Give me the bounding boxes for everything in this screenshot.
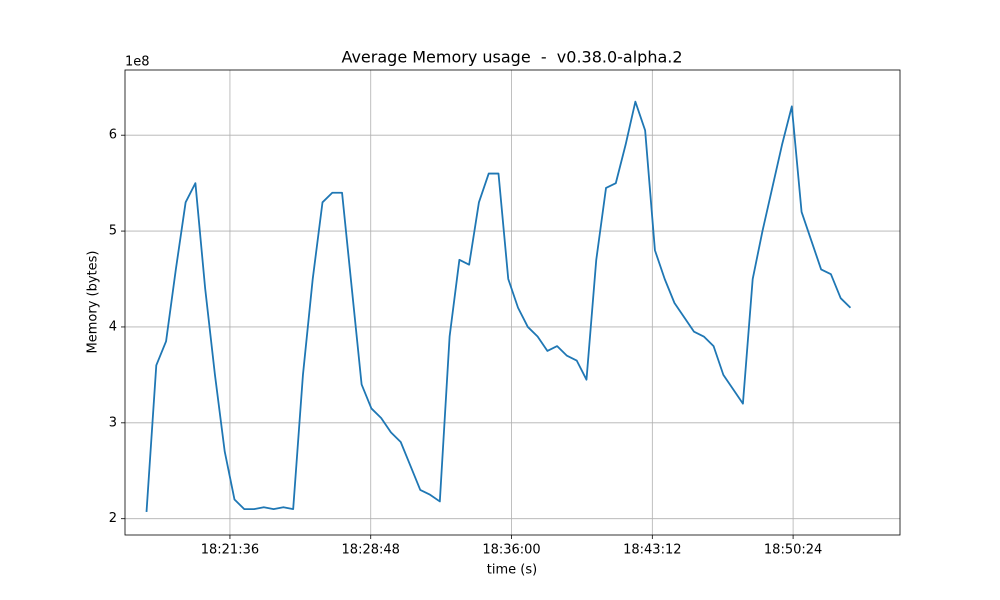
y-tick-label: 5 <box>109 224 117 239</box>
x-tick-label: 18:28:48 <box>342 543 400 558</box>
y-tick-label: 6 <box>109 128 117 143</box>
x-axis-label: time (s) <box>487 563 537 578</box>
chart-title: Average Memory usage - v0.38.0-alpha.2 <box>341 48 682 67</box>
x-tick-label: 18:43:12 <box>623 543 681 558</box>
x-tick-label: 18:21:36 <box>201 543 259 558</box>
y-axis-label: Memory (bytes) <box>86 251 101 354</box>
y-tick-label: 4 <box>109 319 117 334</box>
x-tick-label: 18:36:00 <box>482 543 540 558</box>
y-offset-label: 1e8 <box>125 55 150 70</box>
plot-frame <box>124 69 901 536</box>
x-tick-label: 18:50:24 <box>764 543 822 558</box>
line <box>145 100 852 513</box>
y-tick-label: 3 <box>109 415 117 430</box>
y-tick-label: 2 <box>109 511 117 526</box>
